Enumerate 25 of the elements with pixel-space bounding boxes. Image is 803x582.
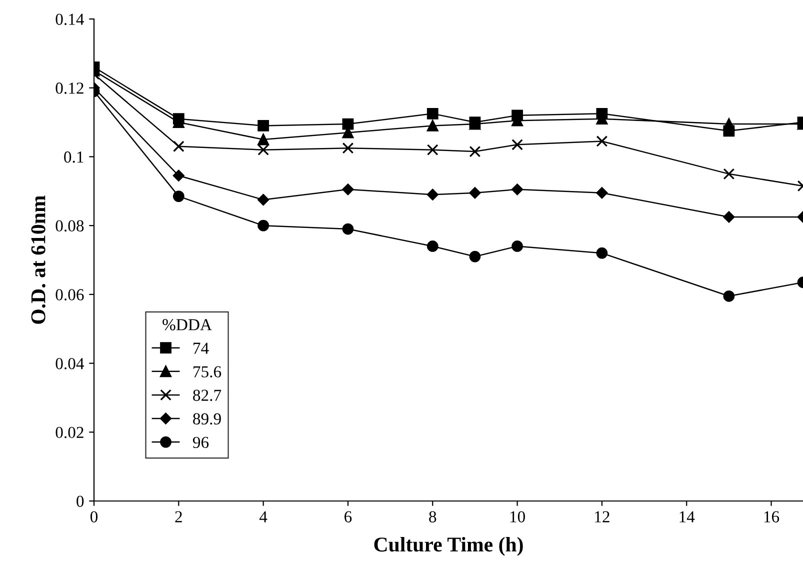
x-axis-title: Culture Time (h)	[374, 536, 523, 556]
legend-label: 96	[192, 436, 209, 448]
x-tick-label: 14	[680, 511, 695, 522]
y-tick-label: 0	[76, 496, 84, 507]
y-tick-label: 0.06	[56, 289, 84, 300]
x-tick-label: 2	[175, 511, 182, 522]
y-tick-label: 0.04	[56, 358, 84, 370]
y-tick-label: 0.12	[56, 82, 84, 94]
y-tick-label: 0.1	[64, 151, 84, 163]
x-tick-label: 12	[595, 511, 610, 522]
legend-label: 75.6	[194, 366, 222, 378]
x-tick-label: 10	[510, 511, 525, 522]
y-axis-title: O.D. at 610nm	[31, 196, 46, 324]
x-tick-label: 0	[90, 511, 98, 522]
legend-title: %DDA	[162, 319, 212, 330]
x-tick-label: 8	[429, 511, 436, 522]
legend-label: 82.7	[193, 390, 222, 402]
x-tick-label: 6	[344, 511, 352, 522]
y-tick-label: 0.08	[56, 220, 84, 232]
legend-label: 89.9	[193, 413, 221, 425]
legend-label: 74	[194, 342, 209, 354]
y-tick-label: 0.14	[56, 14, 84, 26]
y-tick-label: 0.02	[56, 426, 84, 438]
x-tick-label: 4	[259, 511, 268, 522]
x-tick-label: 16	[764, 511, 780, 522]
